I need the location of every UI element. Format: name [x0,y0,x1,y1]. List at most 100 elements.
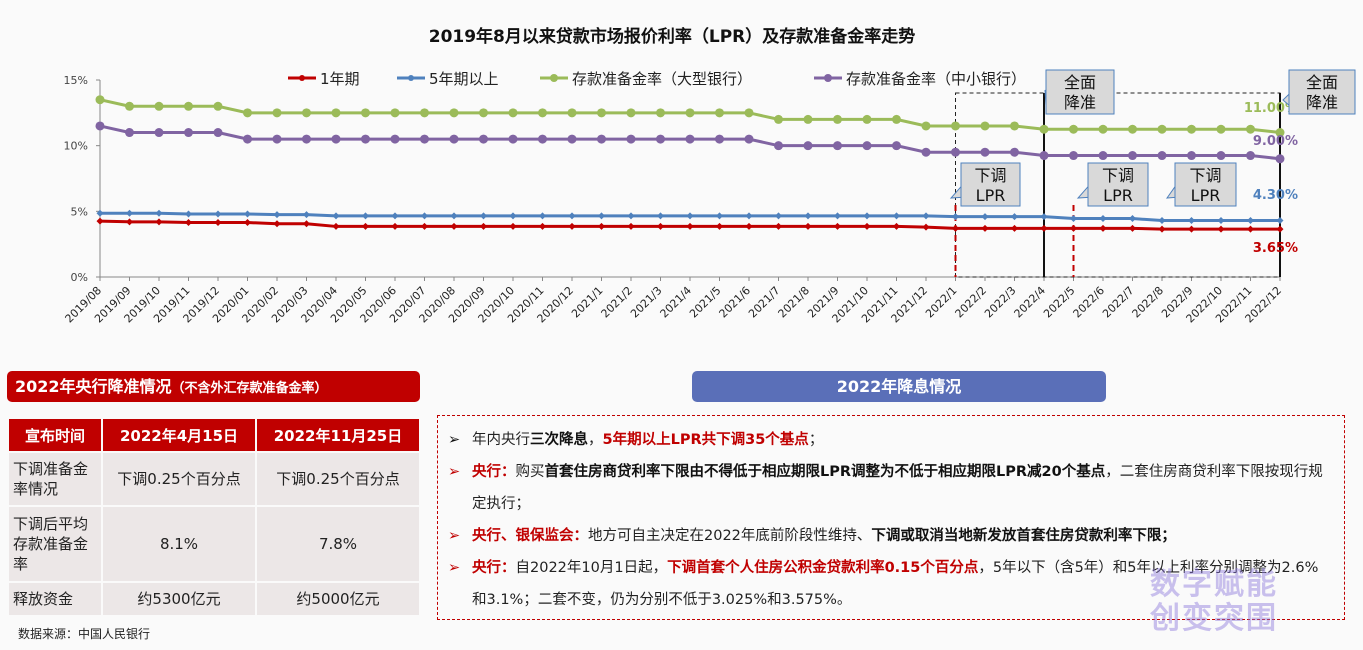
data-point [214,218,222,226]
bullet-arrow-icon: ➢ [448,560,461,576]
data-point [1158,225,1166,233]
bullet-text: 央行：购买首套住房商贷利率下限由不得低于相应期限LPR调整为不低于相应期限LPR… [472,456,1332,520]
bullet-arrow-icon: ➢ [448,432,461,448]
table-cell: 释放资金 [9,583,101,615]
rrr-table: 宣布时间 2022年4月15日 2022年11月25日 下调准备金率情况 下调0… [7,417,421,617]
x-tick-label: 2021/6 [717,284,754,321]
data-point [420,108,429,118]
data-source: 数据来源：中国人民银行 [18,627,151,641]
table-header: 2022年4月15日 [103,419,255,451]
table-cell: 约5000亿元 [257,583,419,615]
data-point [125,128,134,138]
data-point [302,134,311,144]
x-tick-label: 2022/7 [1100,284,1137,321]
data-point [509,222,517,230]
data-point [892,141,901,151]
table-cell: 约5300亿元 [103,583,255,615]
x-tick-label: 2021/2 [599,284,636,321]
data-point [685,108,695,118]
x-tick-label: 2021/4 [658,284,695,321]
data-point [686,212,694,220]
text-segment: ； [808,432,824,448]
data-point [1011,224,1018,232]
data-point [214,210,222,218]
data-point [980,147,990,157]
data-point [244,218,251,226]
data-point [213,128,223,138]
series-line: 11.00% [95,95,1298,138]
y-tick-label: 15% [64,74,88,87]
data-point [745,222,753,230]
data-point [1098,124,1108,134]
data-point [480,222,487,230]
data-point [1188,225,1195,233]
data-point [626,134,636,144]
text-segment: 购买 [515,464,545,480]
table-row: 下调后平均存款准备金率 8.1% 7.8% [9,507,419,581]
end-value-label: 3.65% [1253,241,1298,256]
data-point [921,147,931,157]
data-point [1129,224,1136,232]
series: 3.65% 4.30% 11.00% 9.00% [95,95,1298,256]
data-point [1275,128,1285,138]
bullet-item: ➢ 央行：自2022年10月1日起，下调首套个人住房公积金贷款利率0.15个百分点… [448,552,1332,616]
x-tick-label: 2022/8 [1130,284,1167,321]
data-point [508,108,518,118]
callout-text: 下调 [1189,166,1221,185]
data-point [981,224,989,232]
data-point [390,134,400,144]
data-point [96,209,104,217]
data-point [981,213,989,221]
y-tick-label: 10% [64,140,88,153]
data-point [272,134,282,144]
data-point [893,212,900,220]
table-cell: 下调0.25个百分点 [103,453,255,505]
legend-item: 存款准备金率（大型银行） [572,70,752,88]
data-point [362,222,369,230]
data-point [1188,217,1195,225]
data-point [1070,215,1077,223]
data-point [892,114,901,124]
data-point [1157,124,1167,134]
data-point [598,222,605,230]
data-point [273,220,281,228]
table-header: 2022年11月25日 [257,419,419,451]
data-point [243,134,252,144]
x-tick-label: 2022/1 [923,284,960,321]
legend: 1年期 5年期以上 存款准备金率（大型银行） 存款准备金率（中小银行） [288,70,1026,88]
data-point [1216,124,1226,134]
data-point [774,141,783,151]
callout-text: 降准 [1306,93,1338,112]
text-segment: ，5年以下（含5年）和5年以上利率分别调整为2.6%和3.1%；二套不变，仍为分… [472,560,1319,608]
data-point [331,108,341,118]
watermark-logo: 数字赋能 创变突围 [1150,568,1278,636]
data-point [803,141,813,151]
bullet-arrow-icon: ➢ [448,528,461,544]
x-tick-label: 2022/6 [1071,284,1108,321]
data-point [716,222,723,230]
data-point [154,101,164,111]
data-point [1187,124,1196,134]
data-point [302,108,311,118]
data-point [1217,225,1225,233]
bullet-arrow-icon: ➢ [448,464,461,480]
rrr-title-note: （不含外汇存款准备金率） [171,381,328,396]
data-point [449,108,459,118]
data-point [421,212,428,220]
text-segment: 年内央行 [472,432,530,448]
data-point [598,212,605,220]
callout-text: 下调 [1102,166,1134,185]
x-tick-label: 2021/5 [687,284,724,321]
table-cell: 下调准备金率情况 [9,453,101,505]
table-row: 释放资金 约5300亿元 约5000亿元 [9,583,419,615]
data-point [1070,224,1077,232]
data-point [184,101,193,111]
data-point [685,134,695,144]
data-point [657,222,664,230]
legend-item: 5年期以上 [429,70,499,88]
end-value-label: 9.00% [1253,134,1298,149]
data-point [331,134,341,144]
data-point [303,211,310,219]
